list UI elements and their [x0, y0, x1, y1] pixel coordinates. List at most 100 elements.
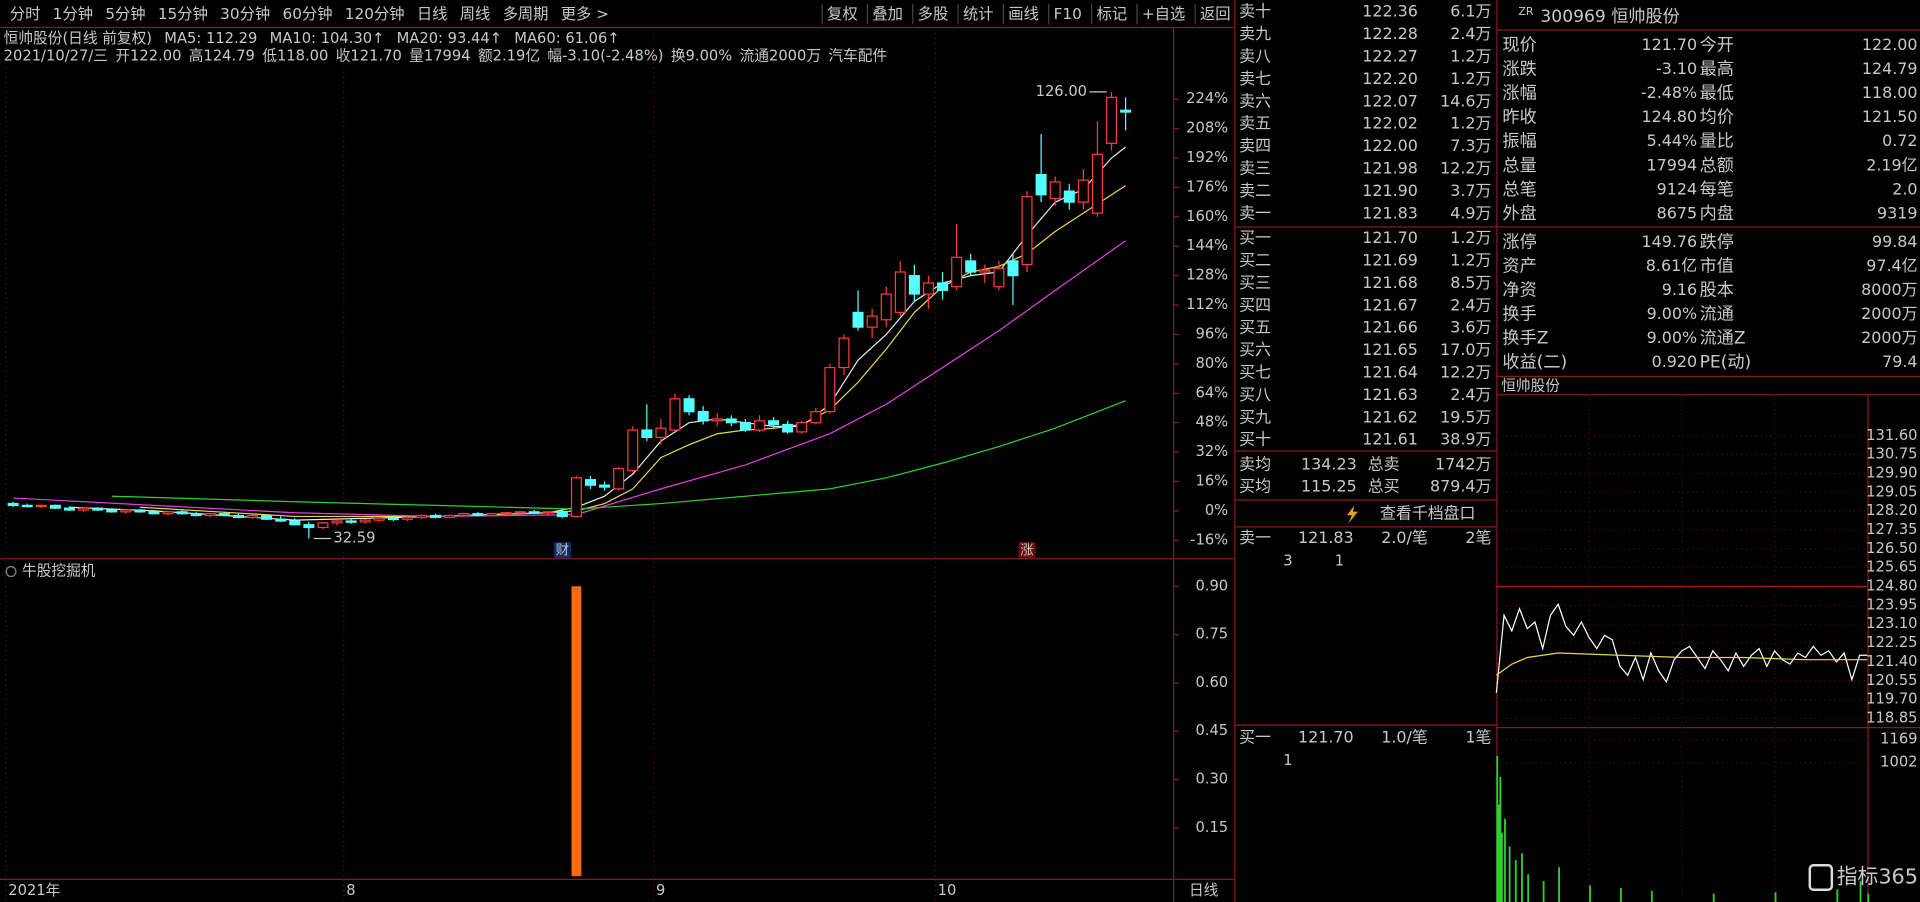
y-tick-label: 123.10	[1866, 615, 1917, 632]
y-tick-label: 122.25	[1866, 634, 1917, 651]
quote-label: 市值	[1700, 256, 1734, 276]
quote-label: 最高	[1700, 59, 1734, 79]
volume-bar	[1542, 881, 1545, 902]
volume-bar	[1508, 846, 1511, 902]
quote-value: 149.76	[1641, 232, 1697, 251]
candle-body	[627, 429, 639, 472]
intraday-line	[1495, 652, 1868, 676]
quote-value: 2.0	[1892, 179, 1917, 198]
toolbar-button[interactable]: 复权	[827, 5, 858, 23]
toolbar-button[interactable]: +自选	[1142, 5, 1185, 23]
summary-value: 1742万	[1435, 455, 1491, 474]
toolbar-button[interactable]: F10	[1054, 5, 1082, 23]
toolbar-tab[interactable]: 更多 >	[561, 5, 609, 23]
queue-price: 121.70	[1298, 728, 1354, 747]
y-tick-label: 128.20	[1866, 502, 1917, 519]
book-price: 122.00	[1362, 136, 1418, 155]
candle-body	[1007, 260, 1019, 277]
y-tick-label: 0.30	[1195, 771, 1228, 788]
toolbar-tab[interactable]: 30分钟	[220, 5, 270, 23]
indicator-bar	[571, 586, 582, 877]
candle-body	[134, 509, 146, 513]
candle-body	[63, 507, 75, 511]
toolbar-button[interactable]: 标记	[1097, 5, 1128, 23]
quote-info: 流通2000万	[740, 47, 821, 64]
candle-body	[514, 511, 526, 514]
candle-body	[21, 504, 33, 508]
candle-body	[204, 513, 216, 517]
stock-title: 300969 恒帅股份	[1540, 7, 1679, 27]
ma-legend: MA60: 61.06↑	[514, 30, 619, 47]
intraday-title: 恒帅股份	[1501, 378, 1560, 395]
candle-body	[697, 411, 709, 422]
candle-body	[1106, 96, 1118, 144]
candle-body	[810, 411, 822, 424]
candle-body	[416, 514, 428, 518]
book-volume: 2.4万	[1450, 385, 1491, 404]
quote-label: 最低	[1700, 84, 1734, 104]
quote-info: 换9.00%	[671, 47, 732, 64]
y-tick-label: 0.60	[1195, 674, 1228, 691]
quote-label: 资产	[1502, 256, 1536, 276]
book-volume: 19.5万	[1440, 407, 1491, 426]
candle-body	[289, 520, 301, 526]
queue-order: 3	[1283, 553, 1292, 570]
book-price: 121.68	[1362, 273, 1418, 292]
y-tick-label: 120.55	[1866, 672, 1917, 689]
quote-label: 内盘	[1700, 204, 1734, 224]
toolbar-button[interactable]: 多股	[918, 5, 949, 23]
depth-button[interactable]: 查看千档盘口	[1380, 504, 1475, 523]
candle-body	[148, 511, 160, 515]
period-label: 日线	[1189, 882, 1219, 899]
y-tick-label: 127.35	[1866, 521, 1917, 538]
toolbar-tab[interactable]: 日线	[417, 5, 448, 23]
candle-body	[176, 511, 188, 515]
book-label: 买六	[1239, 340, 1271, 359]
y-tick-label: 16%	[1195, 473, 1228, 490]
candle-body	[444, 514, 456, 518]
event-marker[interactable]: 财	[556, 543, 569, 559]
candle-body	[852, 311, 864, 328]
y-tick-label: 1169	[1880, 730, 1917, 747]
candle-body	[92, 507, 104, 511]
y-tick-label: 208%	[1186, 120, 1228, 137]
quote-value: 79.4	[1882, 352, 1917, 371]
toolbar-tab[interactable]: 60分钟	[282, 5, 332, 23]
y-tick-label: 0.90	[1195, 577, 1228, 594]
toolbar-button[interactable]: 返回	[1200, 5, 1231, 23]
book-price: 121.98	[1362, 159, 1418, 178]
toolbar-tab[interactable]: 周线	[460, 5, 491, 23]
book-price: 122.20	[1362, 69, 1418, 88]
quote-value: 17994	[1647, 155, 1698, 174]
candle-body	[190, 513, 202, 517]
ma-line	[13, 240, 1126, 518]
toolbar-tab[interactable]: 1分钟	[53, 5, 93, 23]
quote-value: -3.10	[1656, 59, 1697, 78]
candle-body	[937, 282, 949, 291]
quote-value: 118.00	[1862, 83, 1918, 102]
toolbar-tab[interactable]: 15分钟	[158, 5, 208, 23]
toolbar-tab[interactable]: 分时	[10, 5, 41, 23]
toolbar-tab[interactable]: 120分钟	[345, 5, 405, 23]
toolbar-button[interactable]: 叠加	[872, 5, 903, 23]
candle-body	[894, 271, 906, 314]
quote-label: 总额	[1700, 156, 1734, 176]
book-price: 122.27	[1362, 47, 1418, 66]
toolbar-button[interactable]: 画线	[1008, 5, 1039, 23]
candle-body	[1049, 181, 1061, 200]
chart-title: 恒帅股份(日线 前复权)	[4, 29, 152, 47]
toolbar-tab[interactable]: 5分钟	[105, 5, 145, 23]
toolbar-tab[interactable]: 多周期	[503, 5, 549, 23]
book-volume: 2.4万	[1450, 24, 1491, 43]
candle-body	[458, 513, 470, 517]
y-tick-label: 118.85	[1866, 709, 1917, 726]
book-label: 卖二	[1239, 181, 1271, 200]
y-tick-label: 129.05	[1866, 483, 1917, 500]
book-label: 卖七	[1239, 69, 1271, 88]
candle-body	[965, 260, 977, 273]
book-label: 卖十	[1239, 2, 1271, 21]
candle-body	[585, 479, 597, 486]
toolbar-button[interactable]: 统计	[963, 5, 994, 23]
event-marker[interactable]: 涨	[1020, 543, 1034, 559]
